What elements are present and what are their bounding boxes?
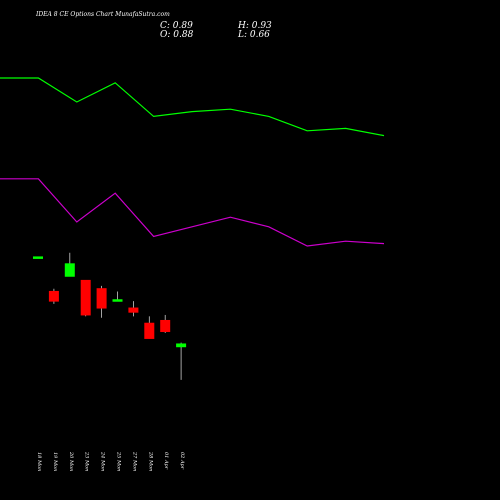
indicator-lines	[0, 77, 385, 247]
candle-body	[64, 263, 75, 277]
x-tick-label: 27 Mon	[131, 451, 137, 471]
candle	[160, 314, 171, 333]
high-value: H: 0.93	[238, 21, 272, 31]
candle	[64, 252, 75, 277]
x-tick-label: 02 Apr	[179, 452, 185, 470]
candle-body	[33, 256, 43, 259]
candle	[112, 291, 123, 302]
x-tick-label: 01 Apr	[163, 452, 169, 470]
x-tick-label: 18 Mon	[36, 452, 42, 471]
candle	[96, 285, 107, 318]
candlesticks	[33, 252, 187, 380]
indicator-line-1	[0, 77, 385, 137]
low-value: L: 0.66	[238, 30, 270, 40]
candle	[176, 342, 187, 380]
candle	[80, 279, 91, 317]
x-tick-label: 19 Mon	[52, 452, 58, 471]
x-tick-label: 24 Mon	[100, 451, 106, 471]
x-tick-label: 20 Mon	[68, 451, 74, 471]
close-value: C: 0.89	[160, 21, 193, 31]
x-tick-label: 25 Mon	[116, 451, 122, 471]
x-tick-label: 28 Mon	[147, 451, 153, 471]
indicator-line-2	[0, 178, 385, 247]
candle-body	[112, 299, 123, 302]
candle-body	[48, 290, 59, 302]
candle	[144, 316, 155, 339]
candle-body	[96, 288, 107, 309]
candle-body	[176, 343, 187, 348]
candle	[33, 256, 43, 259]
candle	[48, 288, 59, 304]
open-value: O: 0.88	[160, 30, 194, 40]
candle-body	[144, 322, 155, 339]
candle	[128, 301, 139, 317]
candle-body	[128, 307, 139, 313]
chart-title: IDEA 8 CE Options Chart MunafaSutra.com	[36, 11, 170, 18]
candle-body	[80, 279, 91, 316]
x-axis-labels: 18 Mon 19 Mon 20 Mon 23 Mon 24 Mon 25 Mon 27 M…	[36, 451, 185, 471]
x-tick-label: 23 Mon	[84, 451, 90, 471]
candle-body	[160, 319, 171, 333]
